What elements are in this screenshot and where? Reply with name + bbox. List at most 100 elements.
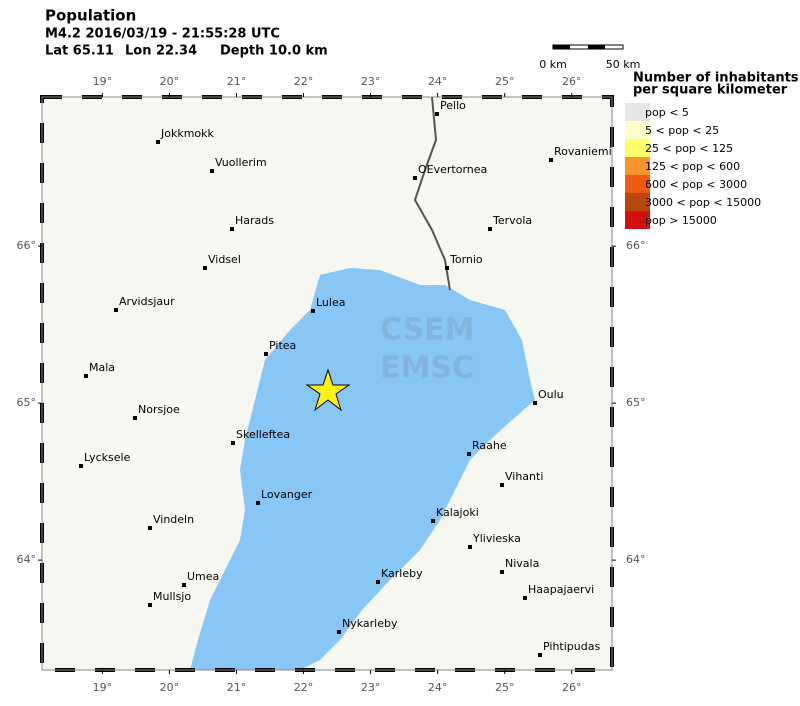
city-label: Harads: [235, 214, 274, 227]
legend-title: per square kilometer: [633, 83, 788, 98]
city-label: Vihanti: [505, 470, 543, 483]
city-label: Norsjoe: [138, 403, 180, 416]
lon-label-bottom: 20°: [160, 681, 180, 694]
city-marker: [148, 603, 152, 607]
legend-label: 25 < pop < 125: [645, 142, 733, 155]
legend-title: Number of inhabitants: [633, 71, 799, 86]
city-label: Vidsel: [208, 253, 241, 266]
city-label: Rovaniemi: [554, 145, 612, 158]
city-marker: [467, 452, 471, 456]
city-marker: [376, 580, 380, 584]
city-marker: [337, 630, 341, 634]
city-marker: [156, 140, 160, 144]
legend-swatch: [625, 103, 650, 121]
legend-label: 600 < pop < 3000: [645, 178, 747, 191]
city-marker: [264, 352, 268, 356]
legend-label: 125 < pop < 600: [645, 160, 740, 173]
lat-label-right: 65°: [626, 396, 646, 409]
city-label: Oulu: [538, 388, 564, 401]
lon-label-bottom: 21°: [227, 681, 247, 694]
legend-swatch: [625, 121, 650, 139]
lon-label-bottom: 23°: [361, 681, 381, 694]
lon-label-top: 23°: [361, 75, 381, 88]
city-marker: [230, 227, 234, 231]
city-label: Lovanger: [261, 488, 313, 501]
scale-bar: 0 km 50 km: [539, 44, 641, 71]
city-label: Mala: [89, 361, 115, 374]
lon-label-bottom: 22°: [294, 681, 314, 694]
city-label: Vuollerim: [215, 156, 267, 169]
city-label: Vindeln: [153, 513, 194, 526]
event: M4.2 2016/03/19 - 21:55:28 UTC: [45, 27, 280, 42]
city-label: Tervola: [492, 214, 532, 227]
lat-label-right: 64°: [626, 553, 646, 566]
city-label: Pitea: [269, 339, 296, 352]
lat-label-left: 65°: [17, 396, 37, 409]
city-marker: [210, 169, 214, 173]
watermark: EMSC: [380, 351, 474, 386]
city-label: Lulea: [316, 296, 345, 309]
city-label: Skelleftea: [236, 428, 290, 441]
city-label: Kalajoki: [436, 506, 479, 519]
lat: Lat 65.11: [45, 44, 114, 59]
epicenter-star: [305, 368, 351, 412]
city-marker: [79, 464, 83, 468]
lon-label-bottom: 26°: [562, 681, 582, 694]
city-label: Pello: [440, 99, 466, 112]
city-marker: [203, 266, 207, 270]
depth: Depth 10.0 km: [220, 44, 328, 59]
city-marker: [523, 596, 527, 600]
city-marker: [533, 401, 537, 405]
lat-label-right: 66°: [626, 239, 646, 252]
city-label: Nykarleby: [342, 617, 398, 630]
city-label: Lycksele: [84, 451, 131, 464]
city-marker: [435, 112, 439, 116]
city-marker: [488, 227, 492, 231]
lat-label-left: 64°: [17, 553, 37, 566]
city-marker: [114, 308, 118, 312]
city-label: Arvidsjaur: [119, 295, 175, 308]
legend-swatch: [625, 193, 650, 211]
city-label: Ylivieska: [472, 532, 521, 545]
legend-swatch: [625, 139, 650, 157]
city-marker: [445, 266, 449, 270]
lon-label-top: 19°: [93, 75, 113, 88]
legend-label: pop < 5: [645, 106, 689, 119]
city-marker: [500, 483, 504, 487]
city-marker: [549, 158, 553, 162]
city-marker: [231, 441, 235, 445]
lon-label-top: 25°: [495, 75, 515, 88]
city-label: Umea: [187, 570, 219, 583]
legend-label: 5 < pop < 25: [645, 124, 719, 137]
city-label: Nivala: [505, 557, 539, 570]
lon-label-top: 22°: [294, 75, 314, 88]
city-marker: [311, 309, 315, 313]
city-marker: [148, 526, 152, 530]
watermark: CSEM: [380, 313, 475, 348]
city-marker: [256, 501, 260, 505]
legend-label: 3000 < pop < 15000: [645, 196, 761, 209]
lon: Lon 22.34: [125, 44, 197, 59]
city-marker: [84, 374, 88, 378]
city-label: Haapajaervi: [528, 583, 594, 596]
scale-left: 0 km: [539, 58, 567, 71]
city-label: Jokkmokk: [160, 127, 215, 140]
city-label: Tornio: [449, 253, 483, 266]
city-marker: [468, 545, 472, 549]
city-label: Pihtipudas: [543, 640, 600, 653]
city-marker: [133, 416, 137, 420]
legend-swatch: [625, 175, 650, 193]
title: Population: [45, 7, 136, 25]
city-marker: [413, 176, 417, 180]
scale-right: 50 km: [606, 58, 641, 71]
city-marker: [500, 570, 504, 574]
city-marker: [538, 653, 542, 657]
lon-label-bottom: 19°: [93, 681, 113, 694]
lon-label-top: 26°: [562, 75, 582, 88]
legend-swatch: [625, 211, 650, 229]
lon-label-top: 21°: [227, 75, 247, 88]
city-marker: [431, 519, 435, 523]
lon-label-bottom: 24°: [428, 681, 448, 694]
